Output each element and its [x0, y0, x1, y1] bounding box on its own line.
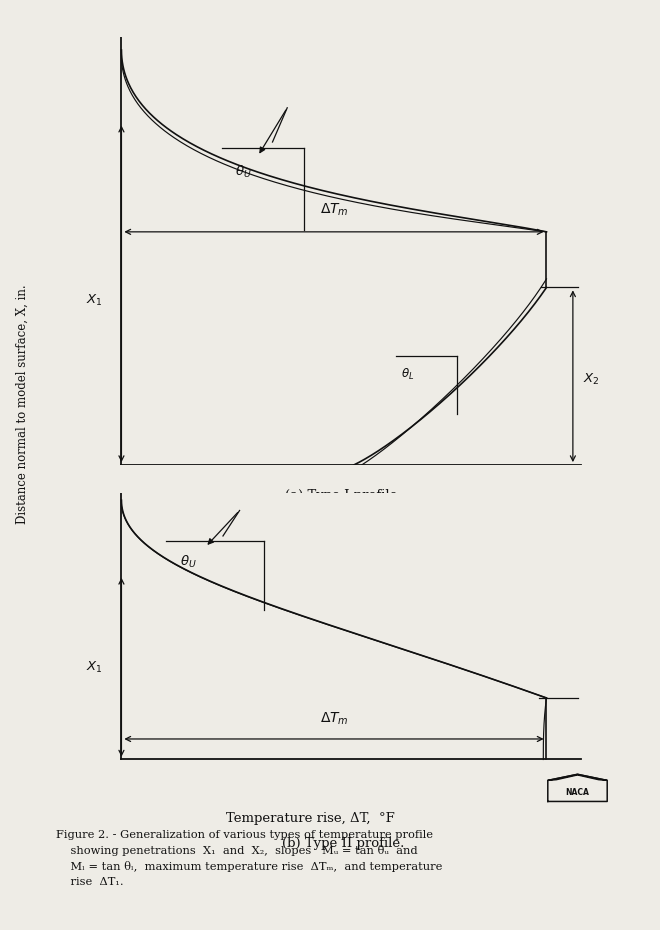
Text: (b) Type II profile.: (b) Type II profile. — [282, 837, 405, 850]
Text: $\Delta T_m$: $\Delta T_m$ — [320, 201, 348, 218]
Text: Distance normal to model surface, X, in.: Distance normal to model surface, X, in. — [15, 285, 28, 525]
Polygon shape — [548, 775, 607, 780]
Text: NACA: NACA — [566, 788, 589, 797]
Text: $X_2$: $X_2$ — [583, 372, 600, 387]
Text: $\theta_U$: $\theta_U$ — [180, 554, 196, 570]
Text: $\theta_U$: $\theta_U$ — [235, 165, 251, 180]
Text: $\theta_L$: $\theta_L$ — [401, 367, 414, 382]
Text: $\Delta T_m$: $\Delta T_m$ — [320, 711, 348, 727]
Text: Temperature rise, ΔT,  °F: Temperature rise, ΔT, °F — [226, 812, 395, 825]
Text: $X_1$: $X_1$ — [86, 659, 102, 675]
Text: (a) Type I profile.: (a) Type I profile. — [285, 488, 401, 501]
Text: $X_1$: $X_1$ — [86, 293, 102, 308]
Text: Figure 2. - Generalization of various types of temperature profile
    showing p: Figure 2. - Generalization of various ty… — [56, 830, 442, 887]
